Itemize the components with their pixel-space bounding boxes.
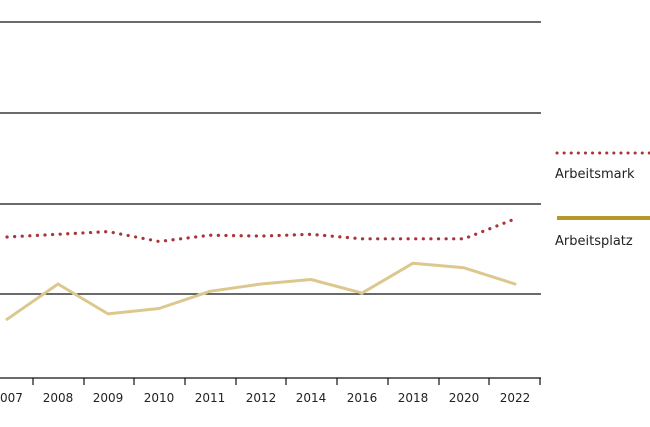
gridlines	[0, 21, 541, 295]
x-tick-label-2010: 2010	[144, 391, 175, 405]
series-lines	[5, 217, 517, 321]
legend-label-arbeitsplatz: Arbeitsplatz	[555, 234, 633, 249]
x-axis: 007 2008 2009 2010 2011 2012 2014 2016 2018 2020 2…	[0, 377, 541, 405]
legend: Arbeitsmark Arbeitsplatz	[555, 151, 650, 249]
series-line-arbeitsmark	[5, 217, 517, 244]
x-tick-label-2007: 007	[0, 391, 23, 405]
x-tick-label-2009: 2009	[93, 391, 124, 405]
x-tick-label-2018: 2018	[398, 391, 429, 405]
x-tick-label-2020: 2020	[449, 391, 480, 405]
x-tick-label-2008: 2008	[43, 391, 74, 405]
x-tick-label-2012: 2012	[246, 391, 277, 405]
x-tick-label-2014: 2014	[296, 391, 327, 405]
x-tick-label-2022: 2022	[500, 391, 531, 405]
x-tick-label-2011: 2011	[195, 391, 226, 405]
series-line-arbeitsplatz	[5, 261, 517, 321]
legend-label-arbeitsmark: Arbeitsmark	[555, 167, 635, 182]
x-tick-label-2016: 2016	[347, 391, 378, 405]
